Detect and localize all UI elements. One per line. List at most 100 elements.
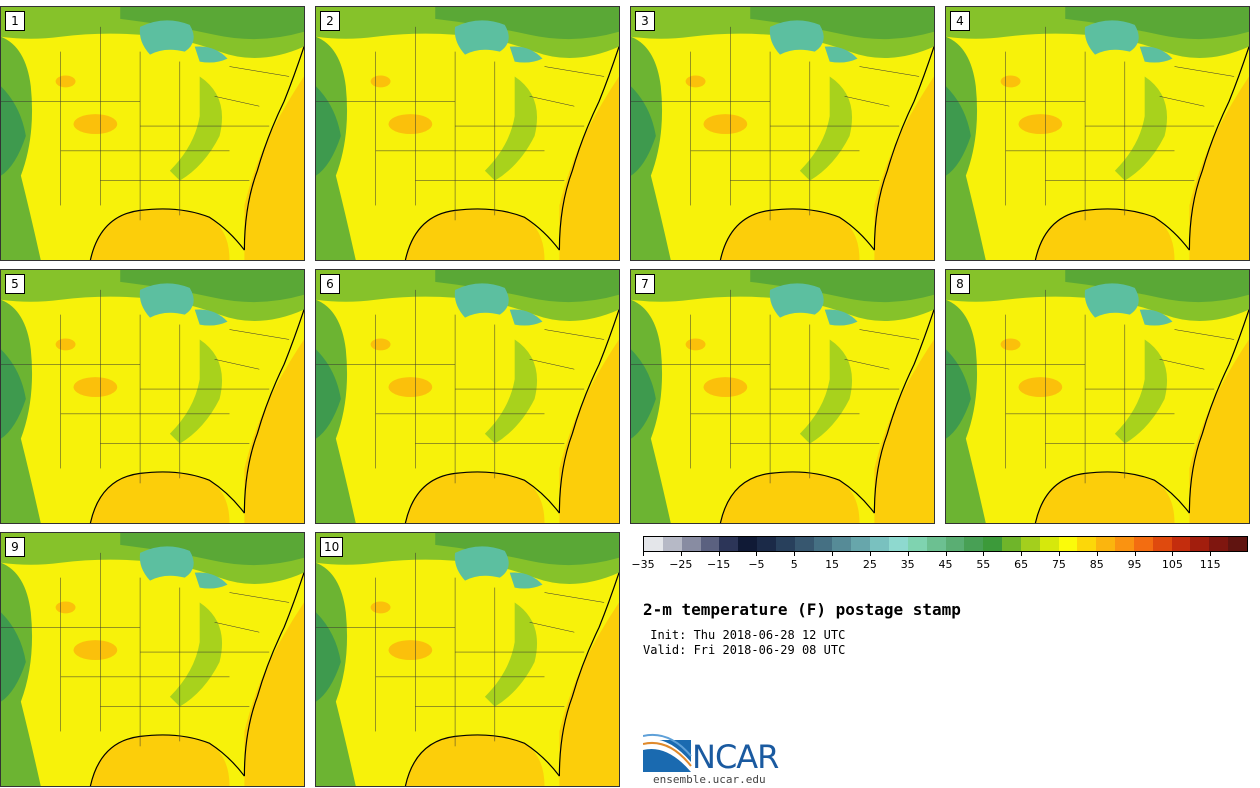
colorbar-tick-label: 25 [862, 558, 877, 571]
temperature-map [316, 270, 619, 523]
ncar-logo-icon [643, 734, 692, 772]
colorbar-cell [945, 537, 965, 551]
colorbar-tick-label: 65 [1014, 558, 1029, 571]
colorbar-cell [1020, 537, 1040, 551]
colorbar-tick [1210, 552, 1212, 556]
colorbar-tick-label: 5 [790, 558, 798, 571]
colorbar-tick-label: 105 [1161, 558, 1183, 571]
colorbar-cell [964, 537, 984, 551]
colorbar-tick [1058, 552, 1060, 556]
site-url: ensemble.ucar.edu [653, 773, 766, 786]
colorbar-tick [983, 552, 985, 556]
colorbar-tick-label: 115 [1199, 558, 1221, 571]
colorbar-cell [1152, 537, 1172, 551]
temperature-map [946, 270, 1249, 523]
colorbar-cell [1058, 537, 1078, 551]
colorbar-tick-label: −35 [631, 558, 655, 571]
temperature-map [1, 270, 304, 523]
colorbar-tick [643, 552, 644, 556]
colorbar-tick [945, 552, 947, 556]
temperature-map [1, 533, 304, 786]
map-panel-6: 6 [315, 269, 620, 524]
member-number: 5 [5, 274, 25, 294]
map-panel-2: 2 [315, 6, 620, 261]
valid-time: Valid: Fri 2018-06-29 08 UTC [643, 643, 846, 657]
colorbar-cell [1096, 537, 1116, 551]
colorbar-cell [1228, 537, 1247, 551]
colorbar-cell [644, 537, 663, 551]
temperature-map [631, 270, 934, 523]
colorbar-cell [1077, 537, 1097, 551]
colorbar-tick [869, 552, 871, 556]
colorbar-cell [1002, 537, 1021, 551]
member-number: 1 [5, 11, 25, 31]
colorbar-cell [681, 537, 701, 551]
colorbar-cell [1115, 537, 1134, 551]
colorbar-cell [832, 537, 852, 551]
map-panel-4: 4 [945, 6, 1250, 261]
colorbar-cell [794, 537, 814, 551]
member-number: 8 [950, 274, 970, 294]
colorbar-tick [794, 552, 796, 556]
colorbar-tick-label: 55 [976, 558, 991, 571]
colorbar-tick [756, 552, 758, 556]
colorbar-tick [718, 552, 720, 556]
colorbar-cell [1039, 537, 1059, 551]
colorbar-tick-label: 45 [938, 558, 953, 571]
map-panel-10: 10 [315, 532, 620, 787]
colorbar-tick-label: 75 [1051, 558, 1066, 571]
colorbar-tick-label: 15 [825, 558, 840, 571]
colorbar-tick [1096, 552, 1098, 556]
colorbar-cell [851, 537, 871, 551]
colorbar-cell [888, 537, 908, 551]
colorbar-cell [813, 537, 833, 551]
colorbar-tick [1134, 552, 1136, 556]
colorbar-tick-label: −15 [707, 558, 731, 571]
colorbar-cell [1190, 537, 1210, 551]
map-panel-8: 8 [945, 269, 1250, 524]
member-number: 2 [320, 11, 340, 31]
temperature-colorbar [643, 536, 1248, 552]
init-time: Init: Thu 2018-06-28 12 UTC [643, 628, 846, 642]
map-panel-9: 9 [0, 532, 305, 787]
colorbar-cell [926, 537, 946, 551]
member-number: 6 [320, 274, 340, 294]
colorbar-tick-label: 85 [1089, 558, 1104, 571]
colorbar-cell [719, 537, 739, 551]
colorbar-cell [700, 537, 720, 551]
colorbar-cell [870, 537, 889, 551]
colorbar-cell [757, 537, 776, 551]
colorbar-cell [738, 537, 758, 551]
map-panel-7: 7 [630, 269, 935, 524]
member-number: 4 [950, 11, 970, 31]
colorbar-tick [1021, 552, 1023, 556]
figure-title: 2-m temperature (F) postage stamp [643, 600, 961, 619]
temperature-map [1, 7, 304, 260]
colorbar-cell [1171, 537, 1191, 551]
colorbar-tick [907, 552, 909, 556]
map-panel-5: 5 [0, 269, 305, 524]
map-panel-1: 1 [0, 6, 305, 261]
member-number: 10 [320, 537, 344, 557]
colorbar-tick [1172, 552, 1174, 556]
colorbar-cell [662, 537, 682, 551]
colorbar-cell [983, 537, 1003, 551]
temperature-map [316, 533, 619, 786]
colorbar-tick [832, 552, 834, 556]
map-panel-3: 3 [630, 6, 935, 261]
colorbar-cell [907, 537, 927, 551]
member-number: 3 [635, 11, 655, 31]
temperature-map [946, 7, 1249, 260]
colorbar-cell [775, 537, 795, 551]
colorbar-cell [1133, 537, 1153, 551]
colorbar-tick-label: −5 [748, 558, 765, 571]
colorbar-ticks: −35 −25 −15 −5 5 15 25 35 45 55 65 75 85 95 105 115 [631, 552, 1248, 574]
colorbar-tick [680, 552, 682, 556]
colorbar-cell [1209, 537, 1229, 551]
member-number: 9 [5, 537, 25, 557]
colorbar-tick-label: 95 [1127, 558, 1142, 571]
colorbar-tick-label: −25 [669, 558, 693, 571]
temperature-map [316, 7, 619, 260]
member-number: 7 [635, 274, 655, 294]
logo-text: NCAR [692, 738, 779, 776]
